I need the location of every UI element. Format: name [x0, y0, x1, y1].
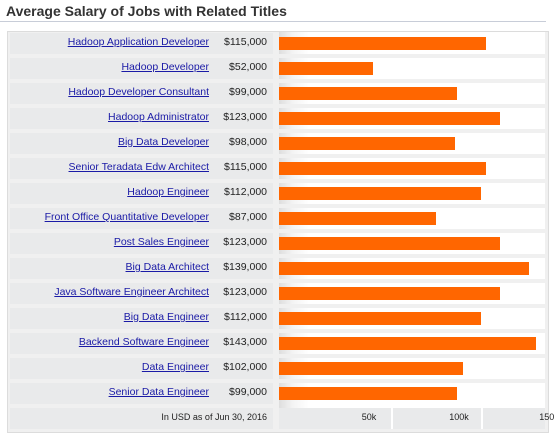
- salary-bar: [279, 87, 458, 100]
- x-axis-divider: [391, 408, 393, 429]
- salary-bar: [279, 262, 530, 275]
- table-row: Big Data Architect $139,000: [10, 258, 273, 279]
- salary-value: $123,000: [223, 236, 267, 248]
- row-separator: [279, 204, 545, 208]
- salary-bar: [279, 62, 373, 75]
- job-title-link[interactable]: Hadoop Developer Consultant: [68, 86, 209, 98]
- salary-value: $87,000: [229, 211, 267, 223]
- job-title-link[interactable]: Java Software Engineer Architect: [54, 286, 209, 298]
- table-row: Senior Data Engineer $99,000: [10, 383, 273, 404]
- job-title-link[interactable]: Senior Teradata Edw Architect: [68, 161, 209, 173]
- table-row: Hadoop Application Developer $115,000: [10, 33, 273, 54]
- salary-bar: [279, 362, 463, 375]
- table-row: Data Engineer $102,000: [10, 358, 273, 379]
- table-row: Front Office Quantitative Developer $87,0…: [10, 208, 273, 229]
- job-title-link[interactable]: Big Data Engineer: [123, 311, 209, 323]
- x-axis-divider: [481, 408, 483, 429]
- salary-value: $99,000: [229, 86, 267, 98]
- table-row: Java Software Engineer Architect $123,000: [10, 283, 273, 304]
- job-title-link[interactable]: Hadoop Engineer: [127, 186, 209, 198]
- salary-value: $123,000: [223, 286, 267, 298]
- table-row: Hadoop Engineer $112,000: [10, 183, 273, 204]
- salary-value: $112,000: [223, 186, 267, 198]
- row-separator: [279, 154, 545, 158]
- salary-bar: [279, 337, 537, 350]
- x-tick-label: 100k: [449, 412, 469, 422]
- salary-bar: [279, 37, 486, 50]
- salary-value: $102,000: [223, 361, 267, 373]
- table-row: Post Sales Engineer $123,000: [10, 233, 273, 254]
- row-separator: [279, 254, 545, 258]
- chart-title: Average Salary of Jobs with Related Titl…: [6, 3, 287, 19]
- job-title-link[interactable]: Backend Software Engineer: [78, 336, 209, 348]
- table-row: Big Data Developer $98,000: [10, 133, 273, 154]
- row-separator: [279, 329, 545, 333]
- row-separator: [279, 54, 545, 58]
- currency-note: In USD as of Jun 30, 2016: [161, 412, 267, 422]
- salary-value: $139,000: [223, 261, 267, 273]
- job-title-link[interactable]: Hadoop Developer: [121, 61, 209, 73]
- job-title-link[interactable]: Data Engineer: [141, 361, 209, 373]
- salary-bar: [279, 137, 456, 150]
- salary-bar: [279, 237, 501, 250]
- job-title-link[interactable]: Post Sales Engineer: [113, 236, 209, 248]
- salary-value: $115,000: [223, 161, 267, 173]
- row-separator: [279, 304, 545, 308]
- salary-bar: [279, 387, 458, 400]
- salary-value: $115,000: [223, 36, 267, 48]
- table-row: Hadoop Developer $52,000: [10, 58, 273, 79]
- job-title-link[interactable]: Big Data Developer: [117, 136, 209, 148]
- salary-value: $98,000: [229, 136, 267, 148]
- row-separator: [279, 129, 545, 133]
- row-separator: [279, 179, 545, 183]
- footer-note-cell: In USD as of Jun 30, 2016: [10, 408, 273, 429]
- salary-bar: [279, 162, 486, 175]
- table-row: Hadoop Administrator $123,000: [10, 108, 273, 129]
- salary-value: $143,000: [223, 336, 267, 348]
- row-separator: [279, 354, 545, 358]
- salary-bar: [279, 287, 501, 300]
- table-row: Hadoop Developer Consultant $99,000: [10, 83, 273, 104]
- x-axis-band: [279, 408, 545, 429]
- row-separator: [279, 279, 545, 283]
- salary-bar: [279, 112, 501, 125]
- salary-value: $123,000: [223, 111, 267, 123]
- table-row: Senior Teradata Edw Architect $115,000: [10, 158, 273, 179]
- salary-value: $52,000: [229, 61, 267, 73]
- job-title-link[interactable]: Senior Data Engineer: [108, 386, 209, 398]
- row-separator: [279, 79, 545, 83]
- salary-value: $112,000: [223, 311, 267, 323]
- table-row: Backend Software Engineer $143,000: [10, 333, 273, 354]
- row-separator: [279, 229, 545, 233]
- job-title-link[interactable]: Big Data Architect: [125, 261, 209, 273]
- salary-bar: [279, 312, 481, 325]
- x-tick-label: 50k: [361, 412, 377, 422]
- row-separator: [279, 379, 545, 383]
- job-title-link[interactable]: Front Office Quantitative Developer: [44, 211, 209, 223]
- salary-bar: [279, 212, 436, 225]
- x-tick-label: 150k: [539, 412, 554, 422]
- title-underline: [0, 21, 546, 22]
- row-separator: [279, 104, 545, 108]
- job-title-link[interactable]: Hadoop Application Developer: [67, 36, 209, 48]
- salary-bar: [279, 187, 481, 200]
- job-title-link[interactable]: Hadoop Administrator: [108, 111, 209, 123]
- table-row: Big Data Engineer $112,000: [10, 308, 273, 329]
- salary-value: $99,000: [229, 386, 267, 398]
